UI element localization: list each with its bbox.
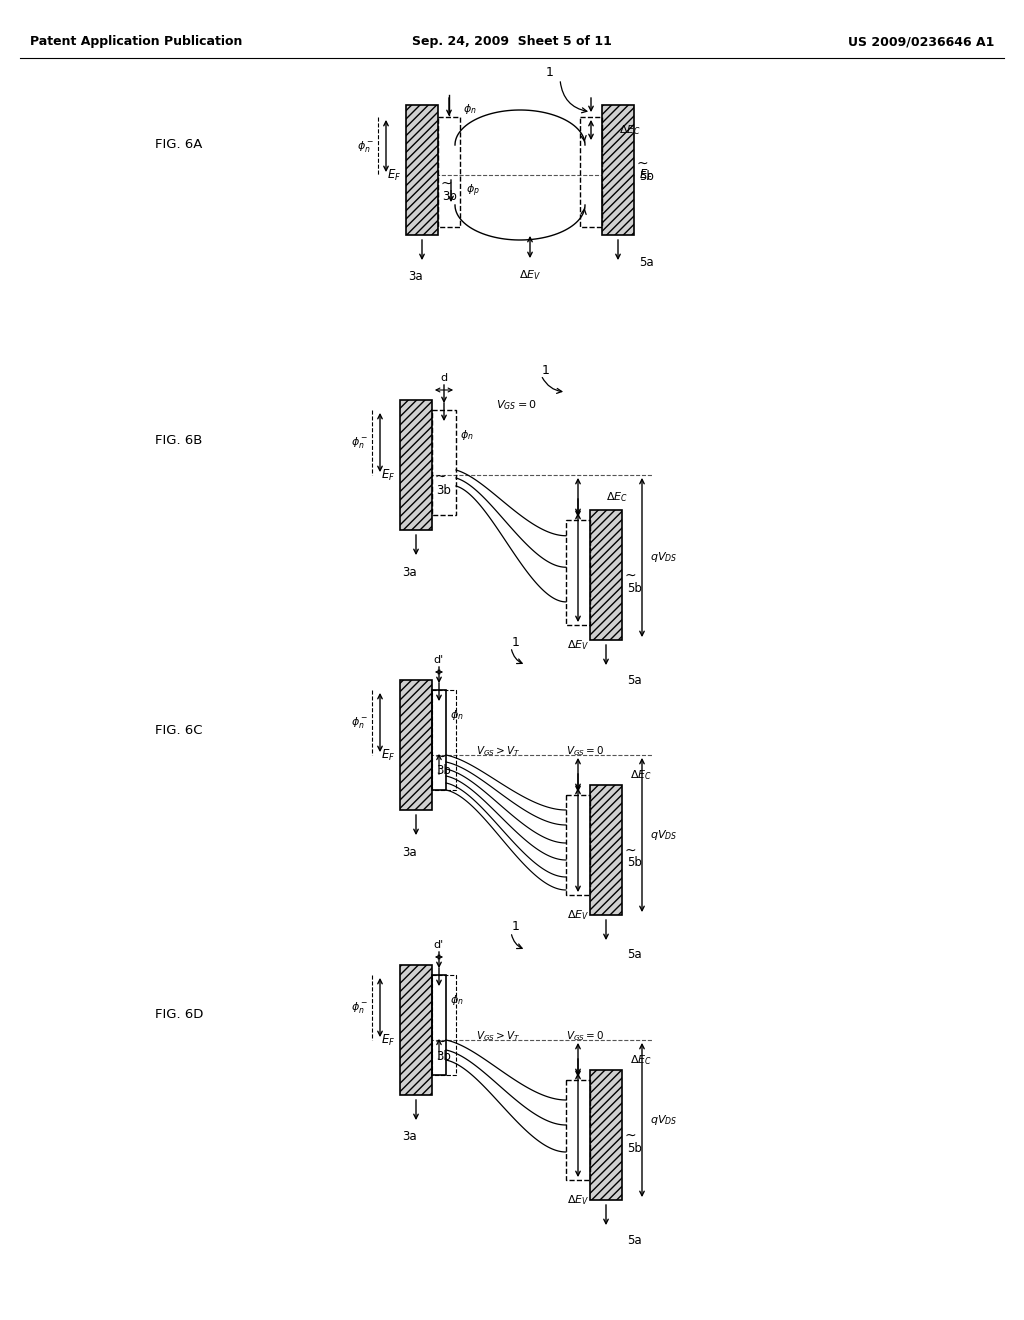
Text: $\phi_n^-$: $\phi_n^-$: [351, 715, 368, 730]
Text: ~: ~: [624, 843, 636, 858]
Bar: [406, 106, 438, 235]
Bar: [566, 795, 590, 895]
Text: $\phi_n^-$: $\phi_n^-$: [356, 139, 374, 153]
Text: 3a: 3a: [402, 565, 417, 578]
Text: $V_{GS}>V_T$: $V_{GS}>V_T$: [476, 744, 520, 758]
Bar: [432, 975, 456, 1074]
Text: 3b: 3b: [436, 1049, 451, 1063]
Text: $\phi_n$: $\phi_n$: [463, 102, 477, 116]
Text: $\phi_p$: $\phi_p$: [466, 182, 480, 199]
Text: 3a: 3a: [402, 846, 417, 858]
Bar: [400, 400, 432, 531]
Text: 1: 1: [546, 66, 554, 78]
Text: $\Delta E_V$: $\Delta E_V$: [567, 638, 589, 652]
Text: $qV_{DS}$: $qV_{DS}$: [650, 550, 677, 565]
Text: $E_F$: $E_F$: [381, 747, 395, 763]
Text: $\Delta E_C$: $\Delta E_C$: [606, 491, 628, 504]
Text: ~: ~: [434, 470, 445, 484]
Text: $E_F$: $E_F$: [381, 467, 395, 483]
Text: $\Delta E_C$: $\Delta E_C$: [630, 768, 652, 781]
Text: FIG. 6B: FIG. 6B: [155, 433, 203, 446]
Text: Patent Application Publication: Patent Application Publication: [30, 36, 243, 49]
Bar: [580, 117, 602, 227]
Text: FIG. 6D: FIG. 6D: [155, 1008, 204, 1022]
Text: d': d': [434, 940, 444, 950]
Text: $V_{GS}=0$: $V_{GS}=0$: [496, 399, 537, 412]
Text: ~: ~: [624, 569, 636, 582]
Text: 1: 1: [512, 920, 520, 933]
Text: $\phi_n^-$: $\phi_n^-$: [351, 436, 368, 450]
Text: 1: 1: [512, 635, 520, 648]
Text: d': d': [434, 655, 444, 665]
Text: 5a: 5a: [627, 1233, 642, 1246]
Text: $E_F$: $E_F$: [387, 168, 401, 182]
Text: 3b: 3b: [442, 190, 457, 202]
Text: US 2009/0236646 A1: US 2009/0236646 A1: [848, 36, 994, 49]
Text: 3b: 3b: [436, 484, 451, 498]
Bar: [400, 680, 432, 810]
Text: 5b: 5b: [627, 857, 642, 870]
Text: 5b: 5b: [627, 1142, 642, 1155]
Bar: [590, 1071, 622, 1200]
Text: $V_{GS}=0$: $V_{GS}=0$: [566, 744, 604, 758]
Text: d: d: [440, 374, 447, 383]
Text: 5b: 5b: [627, 582, 642, 594]
Text: $E_F$: $E_F$: [639, 168, 653, 182]
Text: $V_{GS}>V_T$: $V_{GS}>V_T$: [476, 1030, 520, 1043]
Text: 3b: 3b: [436, 764, 451, 777]
Text: FIG. 6C: FIG. 6C: [155, 723, 203, 737]
Bar: [566, 1080, 590, 1180]
Text: ~: ~: [434, 1035, 445, 1049]
Text: $\Delta E_V$: $\Delta E_V$: [567, 1193, 589, 1206]
Text: $\phi_n$: $\phi_n$: [450, 708, 464, 722]
Text: 5b: 5b: [639, 170, 654, 183]
Text: $\phi_n$: $\phi_n$: [450, 993, 464, 1007]
Bar: [590, 510, 622, 640]
Text: 5a: 5a: [627, 673, 642, 686]
Text: ~: ~: [440, 177, 452, 190]
Text: $\phi_n^-$: $\phi_n^-$: [351, 1001, 368, 1015]
Text: $E_F$: $E_F$: [381, 1032, 395, 1048]
Bar: [590, 785, 622, 915]
Bar: [566, 520, 590, 624]
Bar: [432, 411, 456, 515]
Bar: [438, 117, 460, 227]
Text: $\Delta E_C$: $\Delta E_C$: [630, 1053, 652, 1067]
Text: Sep. 24, 2009  Sheet 5 of 11: Sep. 24, 2009 Sheet 5 of 11: [412, 36, 612, 49]
Text: $\Delta E_V$: $\Delta E_V$: [567, 908, 589, 921]
Text: $\Delta E_C$: $\Delta E_C$: [618, 123, 641, 137]
Bar: [432, 975, 446, 1074]
Text: 3a: 3a: [408, 271, 423, 284]
Bar: [432, 690, 456, 789]
Text: ~: ~: [636, 157, 647, 170]
Text: ~: ~: [434, 750, 445, 764]
Bar: [400, 965, 432, 1096]
Text: 5a: 5a: [639, 256, 653, 269]
Text: $\Delta E_V$: $\Delta E_V$: [519, 268, 542, 282]
Text: $\phi_n$: $\phi_n$: [460, 428, 474, 442]
Text: ~: ~: [624, 1129, 636, 1142]
Text: 5a: 5a: [627, 949, 642, 961]
Text: $V_{GS}=0$: $V_{GS}=0$: [566, 1030, 604, 1043]
Bar: [432, 690, 446, 789]
Text: $qV_{DS}$: $qV_{DS}$: [650, 828, 677, 842]
Bar: [602, 106, 634, 235]
Text: $qV_{DS}$: $qV_{DS}$: [650, 1113, 677, 1127]
Text: FIG. 6A: FIG. 6A: [155, 139, 203, 152]
Text: 1: 1: [542, 363, 550, 376]
Text: 3a: 3a: [402, 1130, 417, 1143]
